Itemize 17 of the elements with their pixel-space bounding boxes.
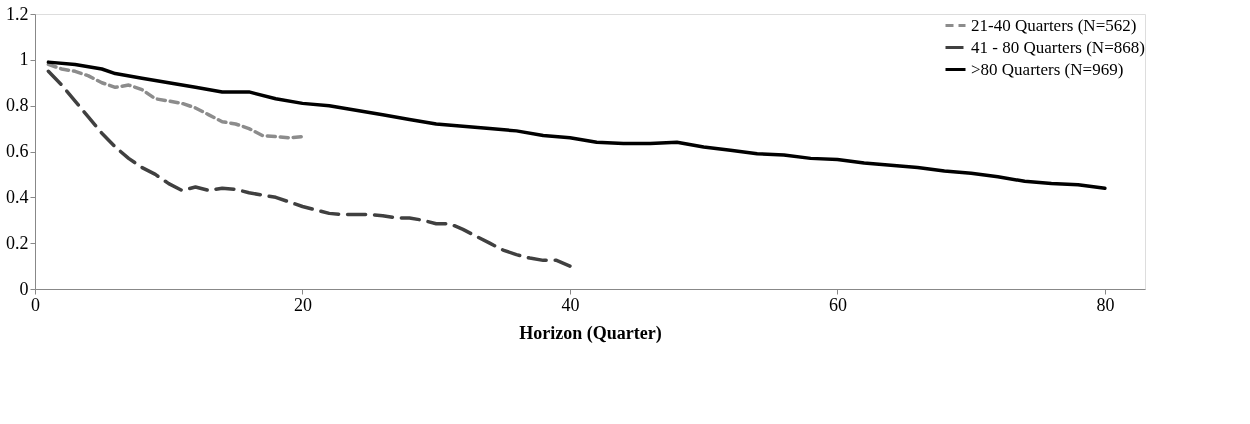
legend-label: 21-40 Quarters (N=562) xyxy=(971,15,1137,35)
x-tick-label: 20 xyxy=(293,294,312,315)
y-tick-label: 0.2 xyxy=(6,232,29,253)
y-tick-label: 1.2 xyxy=(6,3,29,24)
x-tick-label: 80 xyxy=(1096,294,1115,315)
x-axis-title: Horizon (Quarter) xyxy=(519,322,662,344)
y-tick-label: 0.4 xyxy=(6,186,29,207)
y-tick-label: 1 xyxy=(19,49,29,70)
legend-label: >80 Quarters (N=969) xyxy=(971,59,1124,79)
y-tick-label: 0 xyxy=(19,278,29,299)
x-tick-label: 60 xyxy=(828,294,847,315)
line-series xyxy=(46,69,572,268)
y-tick-label: 0.6 xyxy=(6,141,29,161)
line-series xyxy=(46,62,305,140)
y-tick-label: 0.8 xyxy=(6,95,29,116)
legend-label: 41 - 80 Quarters (N=868) xyxy=(971,37,1145,57)
x-tick-label: 40 xyxy=(561,294,580,315)
